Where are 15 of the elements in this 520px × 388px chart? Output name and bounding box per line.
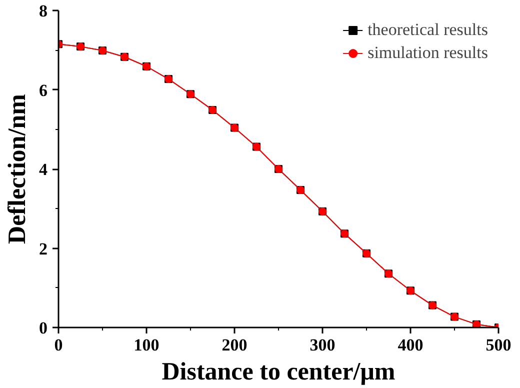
legend-label: simulation results: [368, 43, 488, 63]
x-tick-label: 100: [134, 336, 160, 354]
y-tick-label: 8: [39, 2, 48, 20]
x-tick-label: 500: [486, 336, 512, 354]
y-axis-title: Deflection/nm: [4, 94, 31, 244]
y-tick-label: 4: [39, 160, 48, 179]
legend-label: theoretical results: [368, 20, 488, 40]
x-tick-label: 300: [310, 336, 336, 354]
y-tick-label: 2: [39, 239, 48, 258]
x-tick-label: 400: [398, 336, 424, 354]
y-tick-label: 0: [39, 318, 48, 338]
y-tick-label: 6: [39, 80, 48, 100]
x-tick-label: 200: [222, 336, 248, 354]
x-axis-title: Distance to center/μm: [162, 358, 396, 386]
x-tick-label: 0: [54, 336, 63, 354]
